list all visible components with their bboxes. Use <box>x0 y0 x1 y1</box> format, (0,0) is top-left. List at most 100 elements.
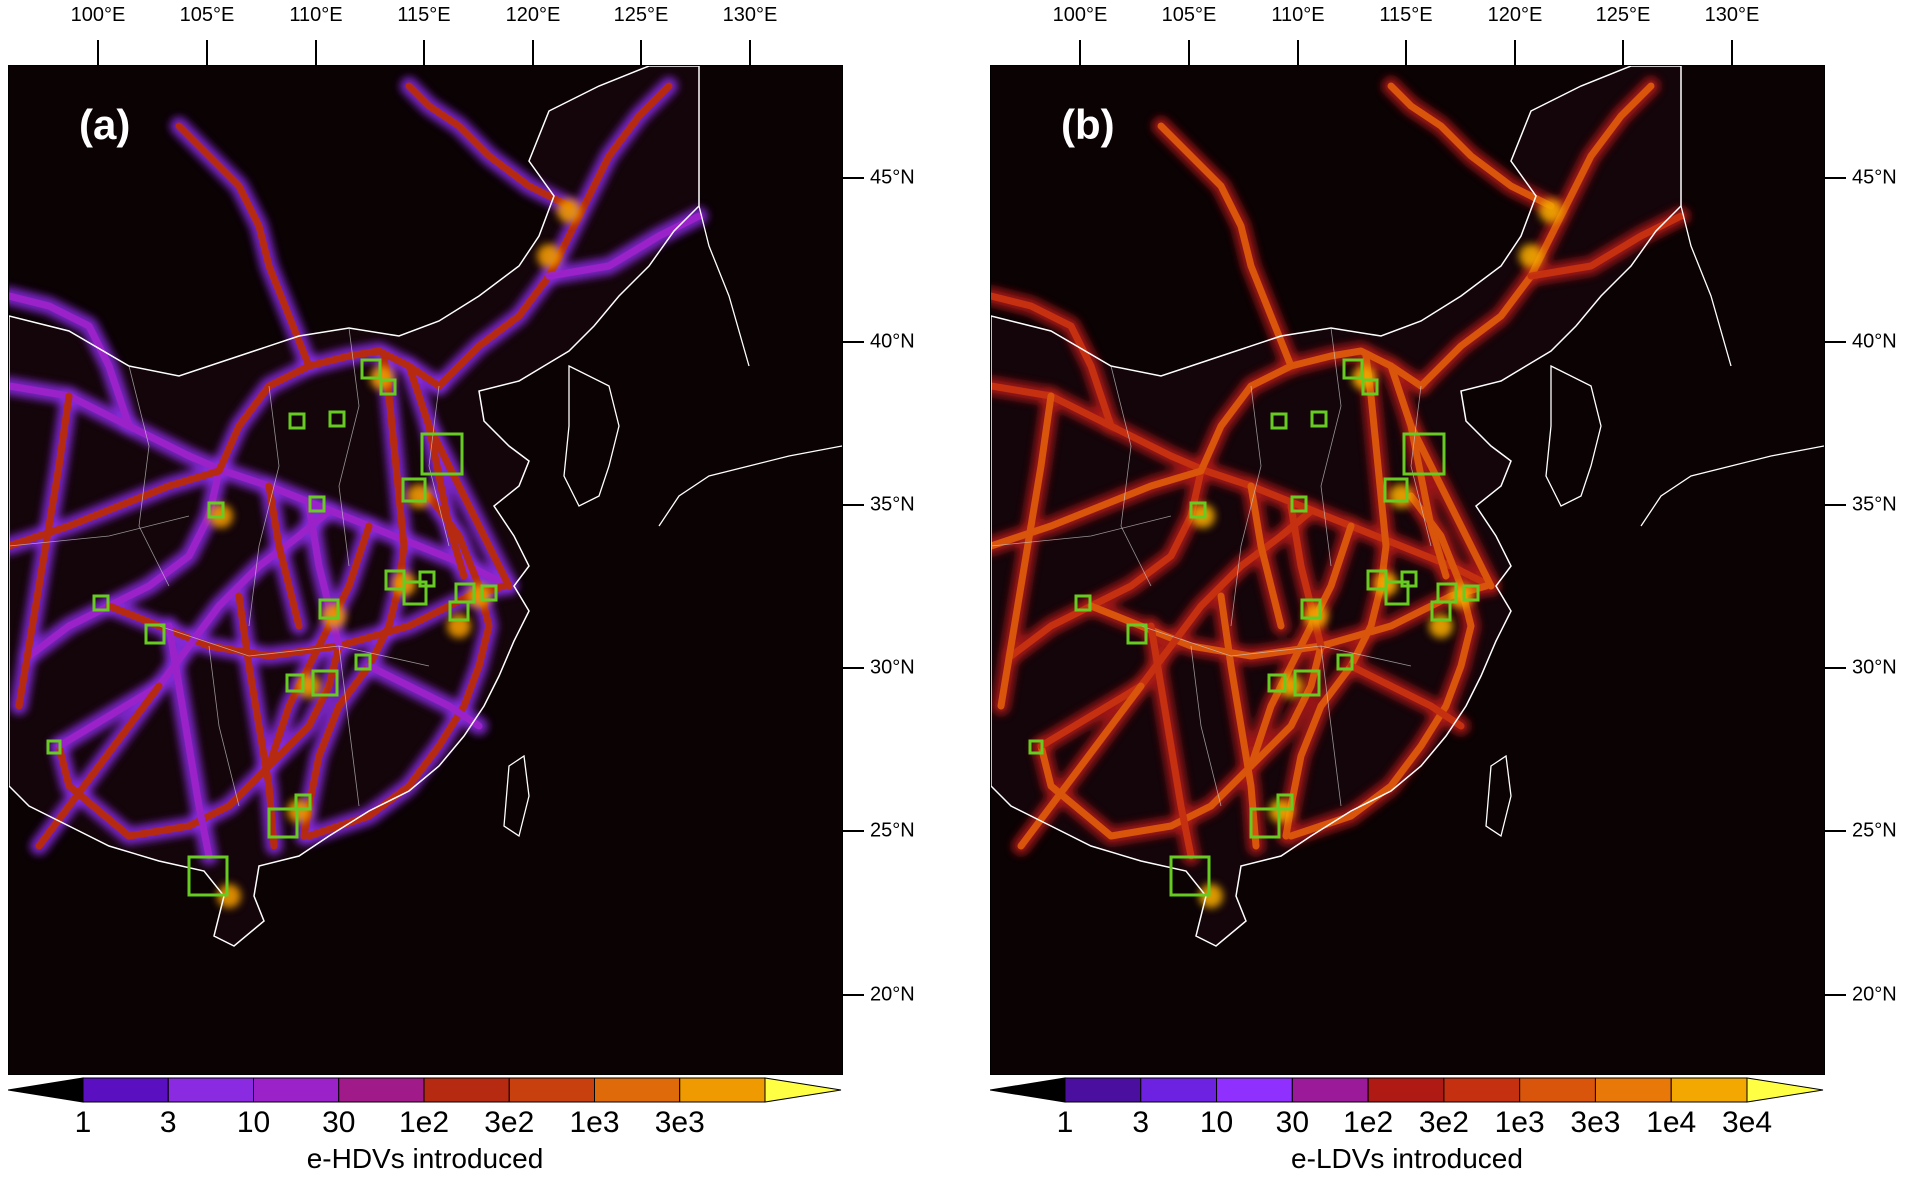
lat-tick <box>842 994 864 996</box>
city-highlight-box <box>187 855 229 897</box>
lat-tick <box>842 341 864 343</box>
panel-b: (b) 100°E 105°E 110°E 115°E 120°E 125°E … <box>982 0 1920 1179</box>
japan-outline <box>1640 445 1824 527</box>
colorbar-segment <box>82 1077 169 1103</box>
lat-label-35: 35°N <box>1852 493 1897 516</box>
road-line <box>1387 82 1555 210</box>
province-boundary <box>428 385 450 547</box>
lat-tick <box>1824 177 1846 179</box>
province-boundary <box>991 515 1172 547</box>
lat-label-30: 30°N <box>870 656 915 679</box>
density-map-a <box>9 66 842 947</box>
road-line <box>997 392 1055 710</box>
lon-label-110: 110°E <box>289 4 343 26</box>
colorbar-tick-label: 3e4 <box>1721 1106 1773 1139</box>
panel-a: (a) 100°E 105°E 110°E 115°E 120°E 125°E … <box>8 4 915 1174</box>
city-highlight-box <box>46 739 62 755</box>
lat-label-45: 45°N <box>870 166 915 189</box>
colorbar-tick-label: 1e2 <box>1343 1106 1394 1139</box>
city-highlight-box <box>448 600 470 622</box>
province-boundary <box>1110 365 1152 587</box>
province-boundary <box>208 645 240 807</box>
city-highlight-box <box>1310 410 1328 428</box>
colorbar-tick-label: 10 <box>1199 1106 1234 1139</box>
road-line <box>1217 592 1260 850</box>
hub-glow <box>407 484 431 508</box>
road-line <box>300 352 408 840</box>
country-boundary <box>9 66 700 947</box>
road-line <box>1037 642 1325 840</box>
lat-tick <box>842 830 864 832</box>
city-highlight-box <box>1276 793 1294 811</box>
province-boundary <box>128 365 170 587</box>
province-boundary <box>158 625 430 667</box>
city-highlight-box <box>480 584 498 602</box>
taiwan-outline <box>503 754 530 838</box>
colorbar-low-arrow <box>990 1077 1066 1103</box>
colorbar-segment <box>1443 1077 1521 1103</box>
city-highlight-box <box>1126 623 1148 645</box>
lon-tick <box>423 40 425 66</box>
lon-label-115: 115°E <box>397 4 451 26</box>
lat-label-25: 25°N <box>1852 819 1897 842</box>
highlight-layer <box>1028 358 1480 897</box>
colorbar-segment <box>594 1077 681 1103</box>
colorbar-high-arrow <box>1746 1077 1824 1103</box>
road-line <box>55 642 343 840</box>
hub-glow <box>1352 366 1376 390</box>
road-halo <box>1152 117 1300 375</box>
city-highlight-box <box>1293 669 1321 697</box>
road-line <box>1197 347 1425 475</box>
lat-label-30: 30°N <box>1852 656 1897 679</box>
road-line <box>175 122 313 370</box>
road-line <box>405 82 573 210</box>
city-highlight-box <box>207 501 225 519</box>
province-boundary <box>9 515 190 547</box>
lat-tick <box>1824 341 1846 343</box>
lon-tick <box>97 40 99 66</box>
road-halo <box>170 117 318 375</box>
hub-glow <box>1449 584 1473 608</box>
city-highlight-box <box>401 477 427 503</box>
road-line <box>1282 352 1390 840</box>
lat-label-35: 35°N <box>870 493 915 516</box>
map-b: (b) <box>990 65 1825 1075</box>
road-layer <box>9 82 703 860</box>
city-highlight-box <box>354 653 372 671</box>
city-highlight-box <box>267 807 299 839</box>
hub-glow <box>1389 484 1413 508</box>
province-boundary <box>338 645 360 807</box>
road-line <box>435 82 673 390</box>
colorbar-tick-label: 30 <box>322 1106 356 1139</box>
lon-tick <box>640 40 642 66</box>
lat-tick <box>842 177 864 179</box>
province-boundary <box>1190 645 1222 807</box>
city-highlight-box <box>1366 569 1388 591</box>
lon-tick <box>315 40 317 66</box>
lat-tick <box>842 504 864 506</box>
lat-label-20: 20°N <box>870 983 915 1006</box>
province-boundary <box>1320 327 1342 567</box>
colorbar-segment <box>1367 1077 1445 1103</box>
colorbar-segment <box>1519 1077 1596 1103</box>
country-boundary <box>991 66 1682 947</box>
city-highlight-box <box>92 594 110 612</box>
lon-tick <box>749 40 751 66</box>
road-line <box>235 592 278 850</box>
colorbar-segment <box>508 1077 595 1103</box>
lon-tick <box>1405 40 1407 66</box>
lon-label-120: 120°E <box>505 4 561 26</box>
hub-glow <box>557 199 581 223</box>
colorbar-title-a: e-HDVs introduced <box>306 1143 544 1174</box>
colorbar-tick-label: 3e2 <box>1418 1106 1469 1139</box>
city-highlight-box <box>402 580 428 606</box>
road-line <box>425 422 513 590</box>
hub-glow <box>1269 799 1293 823</box>
city-highlight-box <box>1342 358 1364 380</box>
korea-outline <box>563 364 620 507</box>
city-highlight-box <box>384 569 406 591</box>
lat-tick <box>1824 504 1846 506</box>
lon-label-105: 105°E <box>179 4 235 26</box>
colorbar-segment <box>1670 1077 1748 1103</box>
city-highlight-box <box>144 623 166 645</box>
